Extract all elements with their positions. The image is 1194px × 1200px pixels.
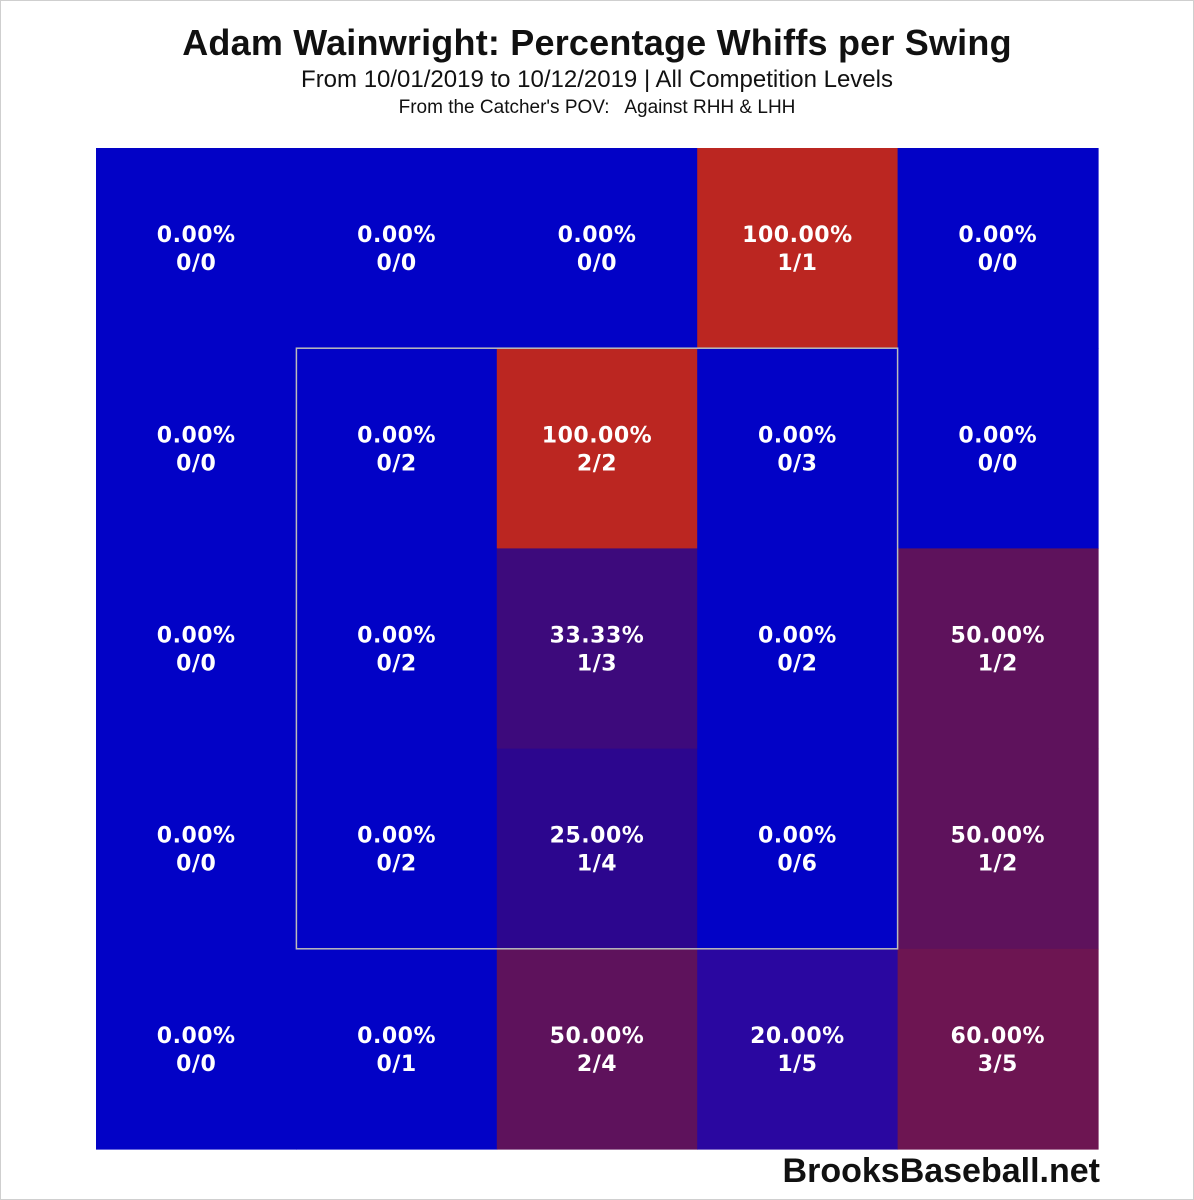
cell-fraction-r0-c3: 1/1 — [777, 251, 817, 276]
heatmap-cell-r2-c0 — [96, 548, 297, 750]
cell-percentage-r2-c0: 0.00% — [157, 624, 236, 649]
cell-percentage-r3-c2: 25.00% — [550, 824, 645, 849]
cell-fraction-r3-c3: 0/6 — [777, 852, 817, 877]
cell-percentage-r4-c4: 60.00% — [950, 1024, 1045, 1049]
cell-fraction-r4-c1: 0/1 — [377, 1052, 417, 1077]
cell-fraction-r4-c0: 0/0 — [176, 1052, 216, 1077]
heatmap-cell-r4-c4 — [897, 948, 1099, 1150]
chart-subtitle-pov: From the Catcher's POV: Against RHH & LH… — [398, 97, 796, 118]
cell-percentage-r3-c1: 0.00% — [357, 824, 436, 849]
cell-percentage-r3-c0: 0.00% — [157, 824, 236, 849]
cell-percentage-r1-c3: 0.00% — [758, 423, 837, 448]
heatmap-cell-r2-c3 — [697, 548, 899, 750]
heatmap-cell-r2-c1 — [296, 548, 498, 750]
cell-percentage-r4-c3: 20.00% — [750, 1024, 845, 1049]
cell-fraction-r2-c2: 1/3 — [577, 652, 617, 677]
heatmap-cell-r4-c0 — [96, 948, 297, 1150]
heatmap-cells — [96, 148, 1099, 1150]
cell-percentage-r1-c4: 0.00% — [958, 423, 1037, 448]
cell-fraction-r3-c4: 1/2 — [978, 852, 1018, 877]
cell-fraction-r0-c4: 0/0 — [978, 251, 1018, 276]
heatmap-cell-r1-c4 — [897, 348, 1099, 549]
chart-subtitle: From 10/01/2019 to 10/12/2019 | All Comp… — [301, 66, 893, 93]
heatmap-cell-r2-c4 — [897, 548, 1099, 750]
heatmap-cell-r1-c0 — [96, 348, 297, 549]
chart-title: Adam Wainwright: Percentage Whiffs per S… — [182, 22, 1012, 63]
cell-fraction-r3-c0: 0/0 — [176, 852, 216, 877]
cell-percentage-r3-c4: 50.00% — [950, 824, 1045, 849]
heatmap-cell-r0-c0 — [96, 148, 297, 349]
cell-percentage-r4-c0: 0.00% — [157, 1024, 236, 1049]
heatmap-cell-r0-c1 — [296, 148, 498, 349]
cell-percentage-r4-c2: 50.00% — [550, 1024, 645, 1049]
cell-fraction-r4-c4: 3/5 — [978, 1052, 1018, 1077]
cell-fraction-r1-c3: 0/3 — [777, 451, 817, 476]
cell-fraction-r2-c0: 0/0 — [176, 652, 216, 677]
cell-percentage-r2-c4: 50.00% — [950, 624, 1045, 649]
cell-percentage-r1-c2: 100.00% — [542, 423, 652, 448]
cell-fraction-r0-c0: 0/0 — [176, 251, 216, 276]
heatmap-cell-r2-c2 — [496, 548, 698, 750]
cell-percentage-r0-c4: 0.00% — [958, 223, 1037, 248]
cell-percentage-r0-c1: 0.00% — [357, 223, 436, 248]
cell-percentage-r1-c0: 0.00% — [157, 423, 236, 448]
heatmap-cell-r4-c1 — [296, 948, 498, 1150]
heatmap-cell-r4-c3 — [697, 948, 899, 1150]
heatmap-cell-r3-c1 — [296, 748, 498, 950]
cell-percentage-r4-c1: 0.00% — [357, 1024, 436, 1049]
heatmap-cell-r1-c1 — [296, 348, 498, 549]
brand-watermark: BrooksBaseball.net — [782, 1152, 1100, 1190]
cell-percentage-r2-c1: 0.00% — [357, 624, 436, 649]
cell-fraction-r3-c2: 1/4 — [577, 852, 617, 877]
cell-fraction-r3-c1: 0/2 — [377, 852, 417, 877]
cell-percentage-r3-c3: 0.00% — [758, 824, 837, 849]
cell-fraction-r0-c2: 0/0 — [577, 251, 617, 276]
heatmap-cell-r0-c4 — [897, 148, 1099, 349]
cell-fraction-r4-c2: 2/4 — [577, 1052, 617, 1077]
cell-fraction-r2-c1: 0/2 — [377, 652, 417, 677]
cell-percentage-r2-c3: 0.00% — [758, 624, 837, 649]
cell-percentage-r0-c2: 0.00% — [558, 223, 637, 248]
cell-fraction-r1-c4: 0/0 — [978, 451, 1018, 476]
heatmap-cell-r0-c2 — [496, 148, 698, 349]
strike-zone-layer — [295, 347, 899, 950]
cell-fraction-r0-c1: 0/0 — [377, 251, 417, 276]
heatmap-cell-r0-c3 — [697, 148, 899, 349]
heatmap-cell-r3-c4 — [897, 748, 1099, 950]
cell-fraction-r1-c0: 0/0 — [176, 451, 216, 476]
heatmap-cell-r3-c2 — [496, 748, 698, 950]
cell-fraction-r2-c3: 0/2 — [777, 652, 817, 677]
heatmap-cell-r1-c2 — [496, 348, 698, 549]
cell-fraction-r1-c2: 2/2 — [577, 451, 617, 476]
cell-percentage-r0-c3: 100.00% — [742, 223, 852, 248]
strike-zone-outline — [295, 347, 899, 950]
heatmap-cell-r3-c3 — [697, 748, 899, 950]
cell-fraction-r2-c4: 1/2 — [978, 652, 1018, 677]
heatmap-labels: 0.00% 0/0 0.00% 0/0 0.00% 0/0 100.00% 1/1 0.00% 0… — [157, 223, 1045, 1077]
cell-percentage-r0-c0: 0.00% — [157, 223, 236, 248]
cell-fraction-r4-c3: 1/5 — [777, 1052, 817, 1077]
cell-fraction-r1-c1: 0/2 — [377, 451, 417, 476]
heatmap-cell-r3-c0 — [96, 748, 297, 950]
cell-percentage-r1-c1: 0.00% — [357, 423, 436, 448]
heatmap-cell-r1-c3 — [697, 348, 899, 549]
heatmap-cell-r4-c2 — [496, 948, 698, 1150]
cell-percentage-r2-c2: 33.33% — [550, 624, 645, 649]
